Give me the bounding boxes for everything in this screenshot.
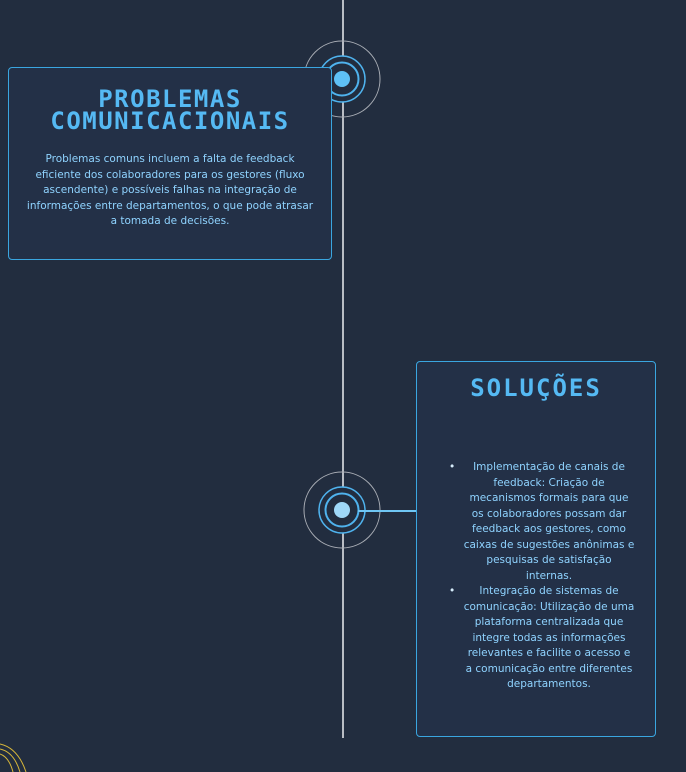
decorative-arc-icon — [0, 743, 27, 772]
problems-title: PROBLEMAS COMUNICACIONAIS — [50, 85, 290, 135]
solutions-title: SOLUÇÕES — [470, 374, 602, 402]
solutions-item-text: Integração de sistemas de comunicação: U… — [463, 585, 635, 690]
solutions-item: • Integração de sistemas de comunicação:… — [449, 584, 635, 693]
solutions-card: SOLUÇÕES • Implementação de canais de fe… — [416, 361, 656, 737]
problems-card: PROBLEMAS COMUNICACIONAIS Problemas comu… — [8, 67, 332, 260]
solutions-item-text: Implementação de canais de feedback: Cri… — [463, 461, 635, 582]
connector-solutions — [358, 510, 434, 512]
bullet-icon: • — [449, 585, 456, 597]
solutions-item: • Implementação de canais de feedback: C… — [449, 460, 635, 584]
bullet-icon: • — [449, 461, 456, 473]
timeline-line — [342, 0, 344, 738]
solutions-list: • Implementação de canais de feedback: C… — [417, 460, 655, 693]
problems-text: Problemas comuns incluem a falta de feed… — [26, 153, 314, 227]
timeline-node-solutions — [303, 471, 381, 549]
